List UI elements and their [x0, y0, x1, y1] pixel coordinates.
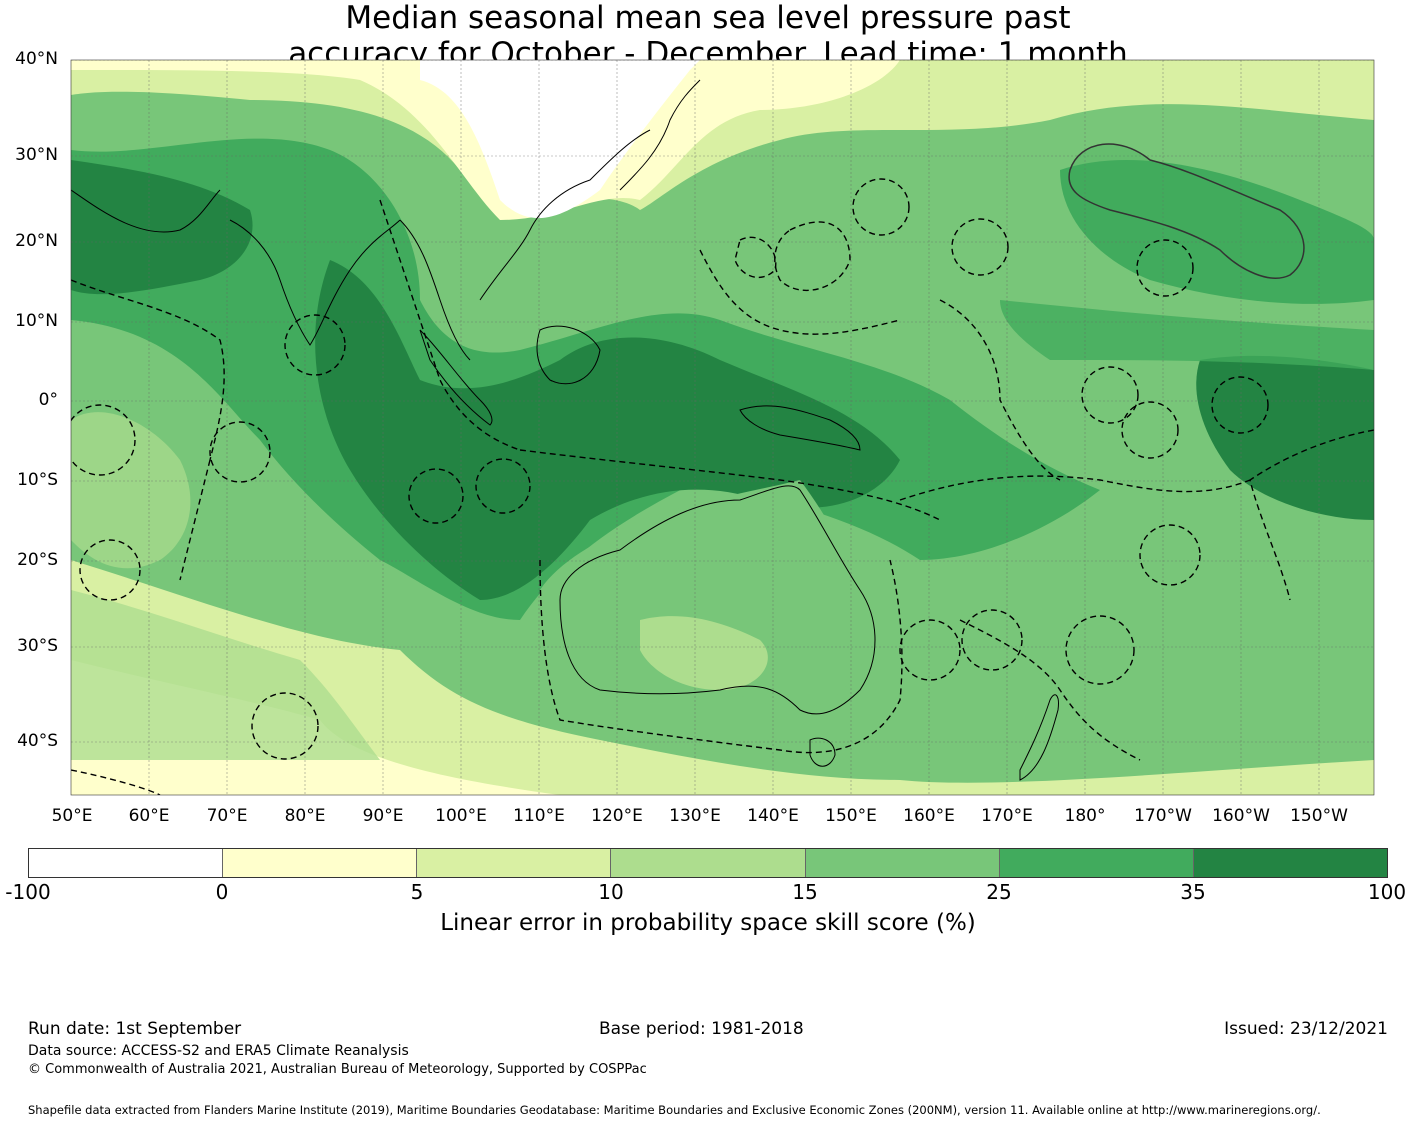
lon-label-170e: 170°E — [981, 806, 1033, 826]
coast-arabia — [71, 189, 221, 233]
skill-field-southwest-light — [71, 412, 191, 569]
lat-label-30s: 30°S — [17, 636, 58, 656]
lat-label-20n: 20°N — [15, 231, 58, 251]
lat-label-40n: 40°N — [15, 49, 58, 69]
coast-sumatra — [419, 329, 493, 426]
skill-field-pacific-east — [1196, 355, 1374, 520]
coast-australia — [559, 485, 876, 715]
lat-label-20s: 20°S — [17, 550, 58, 570]
data-source: Data source: ACCESS-S2 and ERA5 Climate … — [28, 1043, 409, 1059]
run-date: Run date: 1st September — [28, 1019, 242, 1039]
colorbar-bin-3 — [417, 849, 612, 877]
colorbar-tick-7: 100 — [1367, 880, 1407, 904]
skill-field-south-light — [71, 560, 1374, 795]
gridlines — [71, 60, 1374, 795]
lon-label-150w: 150°W — [1290, 806, 1348, 826]
coast-borneo — [536, 325, 601, 385]
lon-label-80e: 80°E — [284, 806, 326, 826]
coast-tasmania — [809, 737, 836, 767]
coast-new-guinea — [739, 405, 861, 451]
lon-label-50e: 50°E — [51, 806, 93, 826]
colorbar-bin-4 — [611, 849, 806, 877]
hawaii-boundary-outline — [1068, 143, 1305, 279]
lat-label-40s: 40°S — [17, 731, 58, 751]
lon-label-120e: 120°E — [591, 806, 643, 826]
lon-label-160e: 160°E — [903, 806, 955, 826]
skill-field-india-dark — [71, 160, 253, 295]
lon-label-110e: 110°E — [513, 806, 565, 826]
lon-label-180: 180° — [1064, 806, 1106, 826]
coast-india — [229, 219, 401, 346]
lon-label-70e: 70°E — [206, 806, 248, 826]
skill-field-white — [420, 60, 700, 219]
maritime-boundaries — [71, 178, 1374, 795]
colorbar-tick-2: 5 — [410, 880, 424, 904]
lon-label-90e: 90°E — [362, 806, 404, 826]
coast-new-zealand — [1019, 694, 1059, 781]
colorbar-label: Linear error in probability space skill … — [440, 910, 976, 936]
lat-label-10n: 10°N — [15, 311, 58, 331]
lon-label-60e: 60°E — [128, 806, 170, 826]
lat-label-30n: 30°N — [15, 145, 58, 165]
skill-field-south-indian — [71, 590, 380, 760]
colorbar-tick-1: 0 — [215, 880, 229, 904]
lon-label-100e: 100°E — [435, 806, 487, 826]
map-title: Median seasonal mean sea level pressure … — [0, 0, 1416, 72]
coastlines — [71, 79, 1059, 781]
colorbar-bin-6 — [999, 849, 1194, 877]
lon-label-130e: 130°E — [669, 806, 721, 826]
colorbar-tick-0: -100 — [5, 880, 51, 904]
colorbar-bin-5 — [805, 849, 1000, 877]
title-line-1: Median seasonal mean sea level pressure … — [345, 0, 1071, 36]
lon-label-160w: 160°W — [1212, 806, 1270, 826]
lon-label-150e: 150°E — [825, 806, 877, 826]
lon-label-170w: 170°W — [1134, 806, 1192, 826]
lon-label-140e: 140°E — [747, 806, 799, 826]
skill-field-pacific-north — [1060, 160, 1374, 304]
skill-field-pacific-band — [1000, 300, 1374, 370]
coast-se-asia — [399, 129, 651, 361]
skill-field-core-dark — [315, 260, 900, 600]
coast-japan — [619, 79, 701, 191]
colorbar-tick-4: 15 — [792, 880, 818, 904]
colorbar — [28, 848, 1388, 878]
skill-field-australia — [540, 480, 873, 709]
base-period: Base period: 1981-2018 — [599, 1019, 804, 1039]
lat-label-10s: 10°S — [17, 470, 58, 490]
colorbar-bin-2 — [223, 849, 418, 877]
shapefile-credit: Shapefile data extracted from Flanders M… — [28, 1103, 1321, 1117]
colorbar-tick-5: 25 — [986, 880, 1012, 904]
lat-label-equator: 0° — [38, 390, 58, 410]
copyright-notice: © Commonwealth of Australia 2021, Austra… — [28, 1062, 647, 1077]
colorbar-bin-7 — [1193, 849, 1387, 877]
skill-score-map — [70, 59, 1375, 796]
skill-field-australia-light — [640, 616, 768, 690]
colorbar-tick-3: 10 — [598, 880, 624, 904]
issued-date: Issued: 23/12/2021 — [1224, 1019, 1388, 1039]
colorbar-bin-1 — [29, 849, 224, 877]
colorbar-tick-6: 35 — [1180, 880, 1206, 904]
